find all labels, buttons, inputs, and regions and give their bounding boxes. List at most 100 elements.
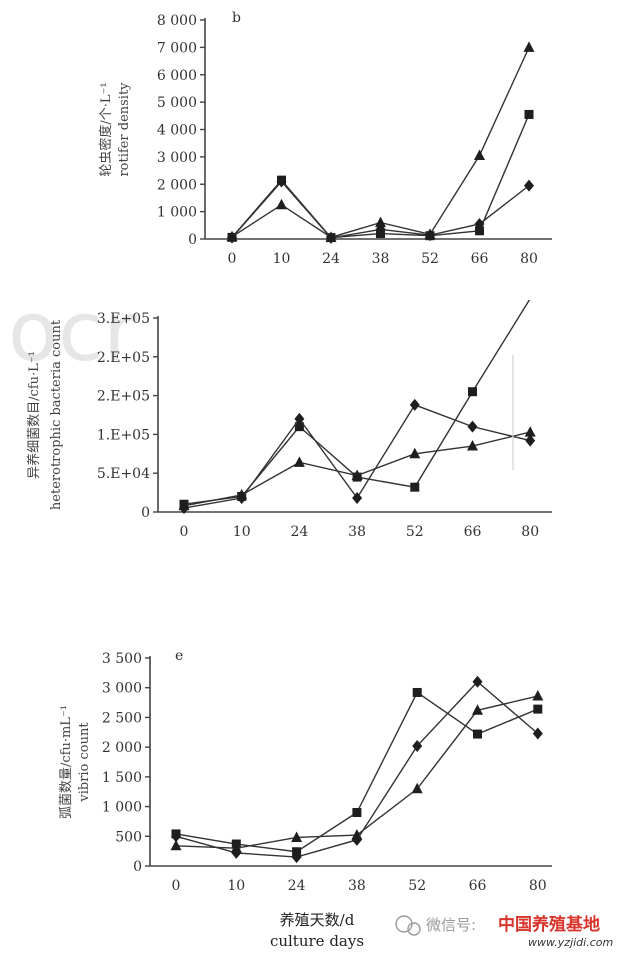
y-tick-label: 3.E+05: [97, 311, 150, 327]
data-point-square: [473, 729, 482, 739]
data-point-diamond: [276, 175, 287, 188]
x-tick-label: 38: [348, 524, 366, 540]
y-tick-label: 3 500: [102, 651, 142, 667]
y-tick-label: 6 000: [157, 68, 197, 84]
data-point-diamond: [171, 830, 181, 843]
y-axis-label-cn: 异养细菌数目/cfu·L⁻¹: [26, 351, 42, 479]
x-tick-label: 66: [464, 524, 482, 540]
data-point-triangle: [170, 839, 182, 851]
data-point-triangle: [375, 216, 386, 228]
chart-panel-3: 0 500 1 000 1 500 2 000 2 500 3 000 3 500 0 10 24 3…: [59, 648, 552, 894]
x-tick-label: 80: [520, 251, 538, 267]
y-axis-label-en: rotifer density: [117, 82, 132, 177]
series-diamond: [171, 675, 543, 864]
y-tick-label: 8 000: [157, 13, 197, 29]
x-tick-label: 38: [348, 878, 366, 894]
footer-watermark: 微信号: 中国养殖基地 www.yzjidi.com: [395, 914, 613, 949]
data-point-diamond: [231, 846, 242, 859]
y-tick-label: 2 000: [157, 177, 197, 193]
x-axis-title-cn: 养殖天数/d: [280, 911, 355, 929]
data-point-triangle: [293, 456, 305, 467]
data-point-square: [294, 422, 304, 432]
x-tick-label: 0: [172, 878, 181, 894]
y-axis-label-en: vibrio count: [77, 722, 92, 803]
data-point-square: [410, 482, 420, 492]
x-tick-label: 0: [180, 524, 189, 540]
series-diamond: [227, 175, 534, 244]
y-tick-label: 2.E+05: [97, 350, 150, 366]
x-tick-label: 66: [469, 878, 487, 894]
y-tick-label: 0: [133, 859, 142, 875]
x-tick-label: 52: [408, 878, 426, 894]
y-tick-label: 5.E+04: [97, 466, 150, 482]
y-tick-label: 3 000: [102, 681, 142, 697]
background-watermark: ocr: [8, 285, 137, 380]
x-tick-label: 24: [288, 878, 306, 894]
x-tick-label: 24: [290, 524, 308, 540]
data-point-diamond: [326, 231, 336, 244]
y-tick-label: 2 000: [102, 740, 142, 756]
y-tick-label: 0: [188, 232, 197, 248]
data-point-diamond: [375, 223, 386, 236]
site-url: www.yzjidi.com: [528, 936, 613, 949]
data-point-diamond: [236, 492, 247, 505]
y-axis-label-cn: 轮虫密度/个·L⁻¹: [98, 82, 114, 176]
x-tick-label: 38: [372, 251, 390, 267]
data-point-triangle: [351, 469, 363, 481]
data-point-diamond: [525, 434, 536, 447]
x-tick-label: 80: [529, 878, 547, 894]
y-axis-label-cn: 弧菌数量/cfu·mL⁻¹: [59, 705, 74, 819]
panel-tag: b: [232, 10, 241, 26]
data-point-diamond: [425, 229, 435, 242]
y-axis-label-en: heterotrophic bacteria count: [49, 319, 64, 510]
wechat-icon: [395, 915, 421, 936]
x-tick-label: 52: [421, 251, 439, 267]
data-point-triangle: [524, 426, 536, 437]
series-triangle: [170, 690, 544, 853]
data-point-triangle: [291, 831, 303, 842]
x-tick-label: 66: [471, 251, 489, 267]
data-point-square: [533, 704, 543, 714]
y-tick-label: 5 000: [157, 95, 197, 111]
chart-panels: 0 1 000 2 000 3 000 4 000 5 000 6 000 7 000 8 00…: [26, 10, 552, 894]
y-tick-label: 0: [141, 505, 150, 521]
x-tick-label: 10: [273, 251, 291, 267]
chart-panel-2: 0 5.E+04 1.E+05 2.E+05 2.E+05 3.E+05 0 10 24 38 52…: [26, 300, 552, 540]
series-diamond: [179, 398, 536, 515]
y-tick-label: 1 000: [157, 205, 197, 221]
y-tick-label: 500: [115, 829, 142, 845]
data-point-triangle: [474, 149, 485, 161]
data-point-diamond: [179, 502, 189, 515]
y-tick-label: 2.E+05: [97, 389, 150, 405]
data-point-diamond: [352, 492, 363, 505]
y-tick-label: 4 000: [157, 123, 197, 139]
y-tick-label: 2 500: [102, 710, 142, 726]
x-tick-label: 24: [322, 251, 340, 267]
data-point-diamond: [409, 398, 420, 411]
data-point-triangle: [523, 41, 535, 52]
x-tick-label: 80: [521, 524, 539, 540]
series-line: [175, 691, 539, 853]
y-tick-label: 7 000: [157, 40, 197, 56]
y-tick-label: 1 500: [102, 770, 142, 786]
data-point-diamond: [294, 412, 305, 425]
data-point-triangle: [472, 704, 483, 715]
data-point-triangle: [467, 440, 478, 451]
data-point-diamond: [227, 231, 237, 244]
site-logo-text: 中国养殖基地: [498, 914, 600, 935]
data-point-diamond: [524, 179, 534, 192]
data-point-diamond: [291, 851, 302, 864]
data-point-diamond: [412, 739, 423, 752]
data-point-diamond: [351, 833, 362, 846]
y-tick-label: 1 000: [102, 800, 142, 816]
data-point-triangle: [411, 782, 423, 794]
data-point-square: [412, 687, 422, 697]
chart-panel-1: 0 1 000 2 000 3 000 4 000 5 000 6 000 7 000 8 00…: [98, 10, 552, 267]
data-point-diamond: [532, 727, 543, 740]
x-tick-label: 10: [233, 524, 251, 540]
data-point-square: [468, 387, 477, 397]
data-point-diamond: [474, 217, 485, 230]
y-tick-label: 3 000: [157, 150, 197, 166]
x-tick-label: 0: [228, 251, 237, 267]
